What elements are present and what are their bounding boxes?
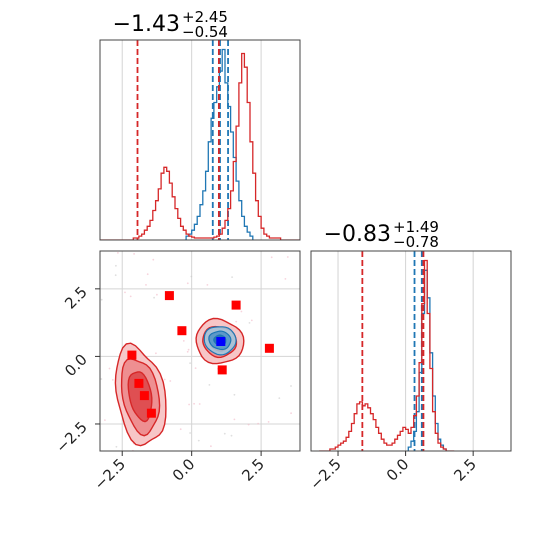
sample-point	[108, 367, 111, 370]
marginal-y-x-tick-label: 2.5	[450, 455, 480, 485]
sample-point	[193, 402, 196, 405]
marginal-x-hist-series-1	[100, 52, 300, 240]
sample-point	[188, 403, 191, 406]
sample-point	[248, 322, 251, 324]
red-marker	[127, 350, 137, 360]
sample-point	[182, 340, 185, 342]
sample-point	[133, 253, 136, 255]
sample-point	[286, 256, 289, 258]
sample-point	[284, 278, 287, 280]
sample-point	[233, 393, 236, 396]
sample-point	[290, 412, 292, 415]
title-value: −0.83	[324, 222, 391, 247]
blue-marker	[216, 337, 226, 346]
sample-point	[145, 284, 147, 286]
sample-point	[270, 256, 273, 259]
marginal-y-histograms	[319, 251, 455, 451]
marginal-x-frame	[99, 39, 301, 241]
title-lower-error: −0.54	[182, 23, 228, 41]
sample-point	[189, 432, 192, 434]
sample-point	[153, 296, 156, 299]
sample-point	[223, 432, 226, 435]
sample-point	[189, 362, 192, 364]
sample-point	[156, 293, 158, 296]
joint-y-tick-label: 2.5	[61, 283, 91, 313]
marginal-y-title: −0.83 +1.49 −0.78	[324, 218, 439, 251]
sample-point	[206, 284, 209, 286]
sample-point	[257, 422, 259, 425]
red-marker	[164, 291, 174, 301]
red-marker	[217, 365, 227, 375]
title-upper-error: +2.45	[182, 8, 228, 26]
marginal-x-panel	[99, 39, 301, 241]
sample-point	[100, 298, 103, 301]
sample-point	[115, 445, 118, 448]
sample-point	[152, 258, 155, 261]
joint-y-tick-label: −2.5	[52, 418, 90, 456]
marginal-x-title: −1.43 +2.45 −0.54	[113, 8, 228, 41]
red-marker	[177, 326, 187, 336]
sample-point	[163, 378, 166, 381]
sample-point	[155, 352, 157, 355]
sample-point	[190, 275, 193, 278]
joint-panel	[99, 250, 301, 452]
sample-point	[250, 319, 253, 322]
joint-x-tick-label: 0.0	[169, 455, 199, 485]
marginal-y-grid	[337, 251, 474, 451]
title-upper-error: +1.49	[393, 218, 439, 236]
joint-x-tick-label: 2.5	[238, 455, 268, 485]
title-value: −1.43	[113, 12, 180, 37]
sample-point	[124, 291, 126, 294]
red-marker	[264, 343, 274, 353]
marginal-y-frame	[310, 250, 512, 452]
sample-point	[186, 282, 189, 285]
sample-point	[100, 378, 103, 380]
sample-point	[129, 295, 132, 298]
marginal-x-histograms	[100, 40, 300, 240]
sample-point	[111, 379, 114, 381]
sample-point	[117, 252, 119, 254]
red-marker	[139, 391, 149, 401]
marginal-y-hist-series-1	[319, 259, 455, 451]
sample-point	[169, 380, 172, 382]
marginal-y-x-tick-label: 0.0	[383, 455, 413, 485]
sample-point	[114, 274, 117, 277]
joint-frame	[99, 250, 301, 452]
marginal-y-x-tick-label: −2.5	[306, 455, 344, 493]
sample-point	[290, 385, 292, 387]
sample-point	[240, 310, 243, 313]
sample-point	[104, 419, 106, 421]
sample-point	[194, 367, 197, 369]
sample-point	[247, 423, 250, 426]
joint-x-tick-label: −2.5	[91, 455, 129, 493]
sample-point	[146, 273, 149, 276]
red-marker	[146, 408, 156, 418]
joint-y-tick-label: 0.0	[61, 351, 91, 381]
sample-point	[208, 384, 211, 386]
red-marker	[134, 378, 144, 388]
title-lower-error: −0.78	[393, 233, 439, 251]
sample-point	[233, 418, 236, 421]
sample-point	[187, 348, 190, 351]
red-marker	[231, 300, 241, 310]
sample-point	[198, 403, 201, 405]
sample-point	[210, 445, 212, 448]
sample-point	[186, 350, 189, 353]
sample-point	[267, 421, 270, 423]
sample-point	[278, 397, 281, 399]
sample-point	[115, 264, 117, 267]
sample-point	[235, 320, 238, 323]
sample-point	[230, 434, 233, 437]
sample-point	[197, 439, 200, 442]
sample-point	[179, 428, 182, 431]
marginal-x-grid	[121, 40, 262, 240]
marginal-y-panel	[310, 250, 512, 452]
sample-point	[231, 276, 234, 278]
joint-contours	[100, 252, 292, 451]
